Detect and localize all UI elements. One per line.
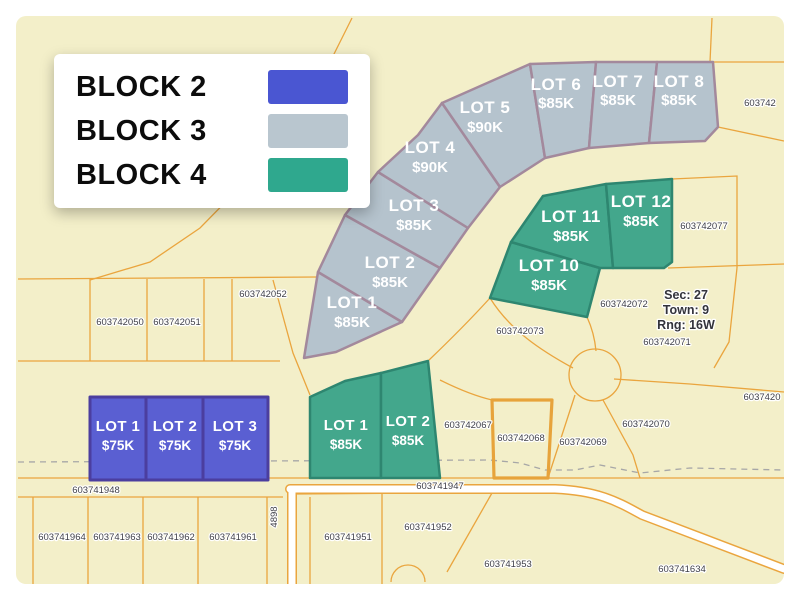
parcel-id: 603742072 xyxy=(600,299,648,310)
block2-lot-3[interactable] xyxy=(201,395,270,482)
legend-swatch-block4 xyxy=(268,158,348,192)
block3-lot-8[interactable] xyxy=(647,60,720,145)
block2-lot-1[interactable] xyxy=(88,395,148,482)
map-canvas: LOT 1 $85K LOT 2 $85K LOT 3 $85K LOT 4 $… xyxy=(17,17,784,584)
parcel-id: 603741964 xyxy=(38,532,86,543)
lot-label: LOT 10 xyxy=(519,256,580,275)
parcel-id: 603741963 xyxy=(93,532,141,543)
lot-label: LOT 4 xyxy=(405,138,456,157)
lot-price: $75K xyxy=(159,438,192,453)
parcel-id: 603741962 xyxy=(147,532,195,543)
parcel-id: 603742069 xyxy=(559,437,607,448)
lot-label: LOT 2 xyxy=(365,253,416,272)
legend-row-block3: BLOCK 3 xyxy=(76,114,348,148)
legend-label-block2: BLOCK 2 xyxy=(76,70,207,103)
lot-price: $85K xyxy=(396,217,432,234)
lot-label: LOT 1 xyxy=(96,418,141,435)
section-number: Sec: 27 xyxy=(664,288,708,302)
lot-label: LOT 6 xyxy=(531,75,582,94)
section-info: Sec: 27 Town: 9 Rng: 16W xyxy=(656,287,716,334)
parcel-id: 603741952 xyxy=(404,522,452,533)
block4-lot-12[interactable] xyxy=(604,177,674,270)
block3-lots xyxy=(302,60,720,360)
lot-price: $85K xyxy=(531,277,567,294)
lot-price: $90K xyxy=(412,159,448,176)
road-label: 603741947 xyxy=(416,481,464,492)
range-number: Rng: 16W xyxy=(657,318,715,332)
parcel-id-clipped: 6037420 xyxy=(744,392,781,403)
parcel-id: 603742070 xyxy=(622,419,670,430)
parcel-id-labels: 603742050 603742051 603742052 603742073 … xyxy=(37,97,782,576)
parcel-id: 603742073 xyxy=(496,326,544,337)
block4-lower-lot-2[interactable] xyxy=(379,359,442,480)
parcel-id: 603742067 xyxy=(444,420,492,431)
lot-price: $75K xyxy=(219,438,252,453)
legend-label-block4: BLOCK 4 xyxy=(76,158,207,191)
block4-lower-lots xyxy=(308,359,442,480)
parcel-id: 603742051 xyxy=(153,317,201,328)
lot-price: $90K xyxy=(467,119,503,136)
lot-price: $85K xyxy=(623,213,659,230)
lot-price: $85K xyxy=(553,228,589,245)
lot-price: $85K xyxy=(661,92,697,109)
parcel-id: 603741953 xyxy=(484,559,532,570)
parcel-id-clipped: 603742 xyxy=(744,98,776,109)
town-number: Town: 9 xyxy=(663,303,709,317)
lot-label: LOT 1 xyxy=(324,417,369,434)
lot-label: LOT 2 xyxy=(153,418,198,435)
block2-lots xyxy=(88,395,270,482)
lot-label: LOT 8 xyxy=(654,72,705,91)
plat-map: LOT 1 $85K LOT 2 $85K LOT 3 $85K LOT 4 $… xyxy=(16,16,784,584)
legend-swatch-block3 xyxy=(268,114,348,148)
lot-price: $85K xyxy=(392,433,425,448)
lot-label: LOT 5 xyxy=(460,98,511,117)
block2-lot-2[interactable] xyxy=(144,395,205,482)
lot-price: $85K xyxy=(600,92,636,109)
highlighted-parcel-603742068[interactable] xyxy=(490,398,554,480)
lot-price: $85K xyxy=(372,274,408,291)
lot-label: LOT 3 xyxy=(389,196,440,215)
parcel-id: 603742068 xyxy=(497,433,545,444)
lot-price: $85K xyxy=(330,437,363,452)
road-label: 603741948 xyxy=(72,485,120,496)
lot-label: LOT 3 xyxy=(213,418,258,435)
lot-label: LOT 7 xyxy=(593,72,644,91)
legend: BLOCK 2 BLOCK 3 BLOCK 4 xyxy=(54,54,370,208)
lot-label: LOT 11 xyxy=(541,207,601,226)
legend-row-block2: BLOCK 2 xyxy=(76,70,348,104)
cul-de-sac xyxy=(568,348,622,402)
lot-labels: LOT 1 $85K LOT 2 $85K LOT 3 $85K LOT 4 $… xyxy=(96,72,705,453)
white-roads xyxy=(285,484,784,584)
parcel-id: 603742077 xyxy=(680,221,728,232)
parcel-id: 603742052 xyxy=(239,289,287,300)
legend-swatch-block2 xyxy=(268,70,348,104)
lot-price: $85K xyxy=(334,314,370,331)
parcel-id: 603742050 xyxy=(96,317,144,328)
parcel-id: 603741961 xyxy=(209,532,257,543)
lot-label: LOT 2 xyxy=(386,413,431,430)
parcel-id: 603742071 xyxy=(643,337,691,348)
parcel-id: 603741951 xyxy=(324,532,372,543)
lot-price: $75K xyxy=(102,438,135,453)
road-label-vertical: 4898 xyxy=(269,506,280,527)
lot-price: $85K xyxy=(538,95,574,112)
legend-row-block4: BLOCK 4 xyxy=(76,158,348,192)
legend-label-block3: BLOCK 3 xyxy=(76,114,207,147)
lot-label: LOT 12 xyxy=(611,192,672,211)
lot-label: LOT 1 xyxy=(327,293,378,312)
parcel-id: 603741634 xyxy=(658,564,706,575)
block4-upper-lots xyxy=(488,177,674,319)
